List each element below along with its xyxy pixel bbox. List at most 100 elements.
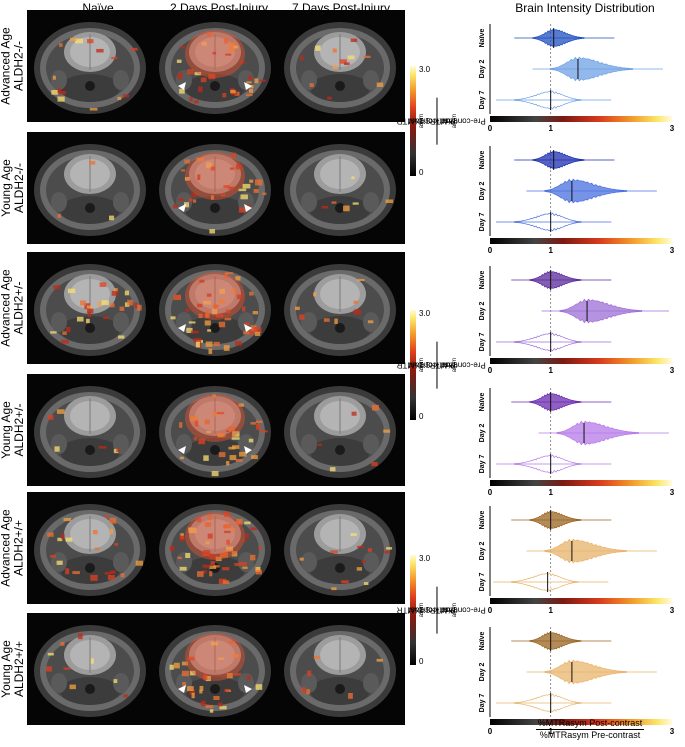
mri-scan <box>34 22 146 114</box>
row-label-genotype: ALDH2-/- <box>12 41 26 92</box>
x-tick-label: 3 <box>670 246 675 254</box>
row-label-genotype: ALDH2+/- <box>12 403 26 457</box>
row-label-genotype: ALDH2+/+ <box>12 519 26 577</box>
x-tick-label: 1 <box>548 488 553 496</box>
row-label-genotype: ALDH2+/- <box>12 281 26 335</box>
mri-colorbar: 3.0 1.5 0 <box>410 65 432 177</box>
x-tick-label: 0 <box>488 488 493 496</box>
mri-panel <box>27 613 405 725</box>
violin-plot: Naïve Day 2 Day 7 0 1 3 <box>479 388 675 496</box>
x-tick-label: 0 <box>488 366 493 374</box>
row-label-genotype: ALDH2-/- <box>12 163 26 214</box>
violin-plot: Naïve Day 2 Day 7 0 1 3 <box>479 266 675 374</box>
x-tick-label: 3 <box>670 606 675 614</box>
mri-scan <box>284 625 396 717</box>
mri-scan <box>34 144 146 236</box>
violin-category-label: Day 7 <box>479 213 486 232</box>
x-tick-label: 1 <box>548 246 553 254</box>
violin-category-label: Naïve <box>479 393 486 412</box>
colorbar-gradient <box>410 555 416 665</box>
colorbar-label: %MTR asym Post-contrast %MTR asym Pre-contr… <box>397 555 486 665</box>
x-tick-label: 1 <box>548 366 553 374</box>
intensity-colorbar <box>490 480 672 486</box>
intensity-colorbar <box>490 598 672 604</box>
colorbar-label: %MTR asym Post-contrast %MTR asym Pre-contr… <box>397 66 486 176</box>
mri-scan <box>34 625 146 717</box>
mri-panel <box>27 10 405 122</box>
violin-plot: Naïve Day 2 Day 7 0 1 3 <box>479 627 675 735</box>
colorbar-label-denominator: %MTR asym Pre-contrast <box>429 357 487 373</box>
mri-scan <box>284 144 396 236</box>
mri-scan <box>159 22 271 114</box>
x-tick-label: 3 <box>670 488 675 496</box>
violin-category-label: Naïve <box>479 271 486 290</box>
colorbar-label-denominator: %MTR asym Pre-contrast <box>429 113 487 129</box>
row-label-text: Young Age ALDH2+/- <box>0 401 26 459</box>
mri-panel <box>27 252 405 364</box>
violin-category-label: Day 2 <box>479 663 486 682</box>
mri-colorbar: 3.0 1.5 0 <box>410 554 432 666</box>
colorbar-tick: 3.0 <box>419 65 431 74</box>
violin-category-label: Day 2 <box>479 424 486 443</box>
x-tick-label: 1 <box>548 124 553 132</box>
x-tick-label: 0 <box>488 124 493 132</box>
row-label-genotype: ALDH2+/+ <box>12 640 26 698</box>
colorbar-gradient <box>410 310 416 420</box>
row-label-text: Advanced Age ALDH2+/+ <box>0 509 26 586</box>
violin-category-label: Day 7 <box>479 91 486 110</box>
violin-plot: Naïve Day 2 Day 7 0 1 3 <box>479 24 675 132</box>
colorbar-gradient <box>410 66 416 176</box>
intensity-colorbar <box>490 116 672 122</box>
colorbar-tick: 0 <box>419 412 424 421</box>
x-tick-label: 3 <box>670 727 675 735</box>
row-label-text: Young Age ALDH2+/+ <box>0 640 26 698</box>
colorbar-tick: 0 <box>419 657 424 666</box>
violin-category-label: Day 7 <box>479 455 486 474</box>
violin-category-label: Day 2 <box>479 60 486 79</box>
right-panel-title: Brain Intensity Distribution <box>515 1 655 15</box>
intensity-colorbar <box>490 358 672 364</box>
row-label: Young Age ALDH2+/- <box>0 374 26 486</box>
mri-scan <box>159 504 271 596</box>
mri-scan <box>159 625 271 717</box>
x-tick-label: 0 <box>488 606 493 614</box>
colorbar-tick: 3.0 <box>419 554 431 563</box>
mri-scan <box>34 504 146 596</box>
violin-category-label: Day 7 <box>479 333 486 352</box>
violin-category-label: Naïve <box>479 632 486 651</box>
violin-category-label: Naïve <box>479 29 486 48</box>
row-label: Advanced Age ALDH2-/- <box>0 10 26 122</box>
violin-category-label: Naïve <box>479 511 486 530</box>
mri-panel <box>27 492 405 604</box>
x-tick-label: 3 <box>670 124 675 132</box>
violin-category-label: Naïve <box>479 151 486 170</box>
mri-colorbar: 3.0 1.5 0 <box>410 310 432 421</box>
colorbar-label-denominator: %MTR asym Pre-contrast <box>429 602 487 618</box>
colorbar-tick: 0 <box>419 168 424 177</box>
row-label: Advanced Age ALDH2+/- <box>0 252 26 364</box>
x-axis-label: %MTRasym Post-contrast %MTRasym Pre-cont… <box>520 718 660 741</box>
mri-scan <box>34 386 146 478</box>
mri-scan <box>159 264 271 356</box>
row-label-text: Advanced Age ALDH2-/- <box>0 27 26 104</box>
mri-scan <box>159 144 271 236</box>
violin-category-label: Day 2 <box>479 182 486 201</box>
mri-scan <box>284 22 396 114</box>
x-tick-label: 1 <box>548 727 553 735</box>
mri-panel <box>27 132 405 244</box>
x-tick-label: 3 <box>670 366 675 374</box>
colorbar-tick: 1.5 <box>419 361 431 370</box>
mri-scan <box>284 386 396 478</box>
x-tick-label: 0 <box>488 727 493 735</box>
intensity-colorbar <box>490 238 672 244</box>
mri-scan <box>284 264 396 356</box>
intensity-colorbar <box>490 719 672 725</box>
violin-plot: Naïve Day 2 Day 7 0 1 3 <box>479 146 675 254</box>
mri-panel <box>27 374 405 486</box>
colorbar-tick: 1.5 <box>419 117 431 126</box>
row-label-text: Advanced Age ALDH2+/- <box>0 269 26 346</box>
violin-plot: Naïve Day 2 Day 7 0 1 3 <box>479 506 675 614</box>
x-axis-label-denominator: %MTRasym Pre-contrast <box>539 730 641 740</box>
violin-category-label: Day 2 <box>479 542 486 561</box>
violin-category-label: Day 7 <box>479 573 486 592</box>
